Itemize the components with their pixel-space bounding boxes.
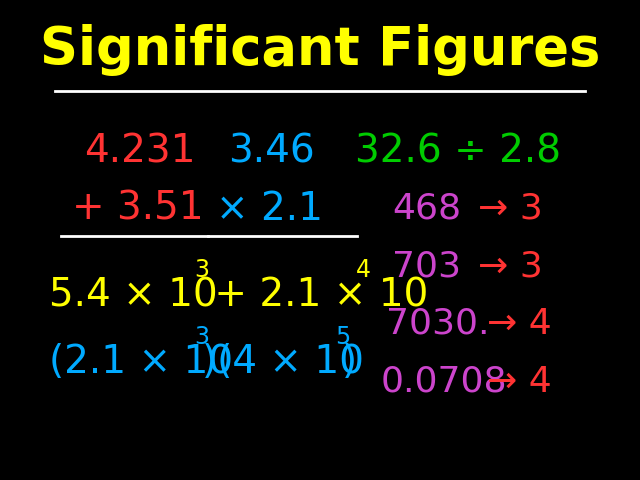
Text: → 4: → 4 [487,307,552,341]
Text: → 3: → 3 [478,250,543,283]
Text: 468: 468 [392,192,461,226]
Text: 5: 5 [335,325,351,349]
Text: → 3: → 3 [478,192,543,226]
Text: 3.46: 3.46 [228,132,315,170]
Text: ): ) [342,343,357,382]
Text: 703: 703 [392,250,461,283]
Text: 5.4 × 10: 5.4 × 10 [49,276,218,314]
Text: + 3.51: + 3.51 [72,190,204,228]
Text: + 2.1 × 10: + 2.1 × 10 [202,276,428,314]
Text: 3: 3 [195,258,209,282]
Text: Significant Figures: Significant Figures [40,24,600,76]
Text: 4: 4 [356,258,371,282]
Text: 32.6 ÷ 2.8: 32.6 ÷ 2.8 [355,132,561,170]
Text: 0.0708: 0.0708 [380,365,507,398]
Text: 7030.: 7030. [386,307,490,341]
Text: (2.1 × 10: (2.1 × 10 [49,343,234,382]
Text: )(4 × 10: )(4 × 10 [202,343,364,382]
Text: → 4: → 4 [487,365,552,398]
Text: 4.231: 4.231 [84,132,195,170]
Text: 3: 3 [195,325,209,349]
Text: × 2.1: × 2.1 [216,190,323,228]
